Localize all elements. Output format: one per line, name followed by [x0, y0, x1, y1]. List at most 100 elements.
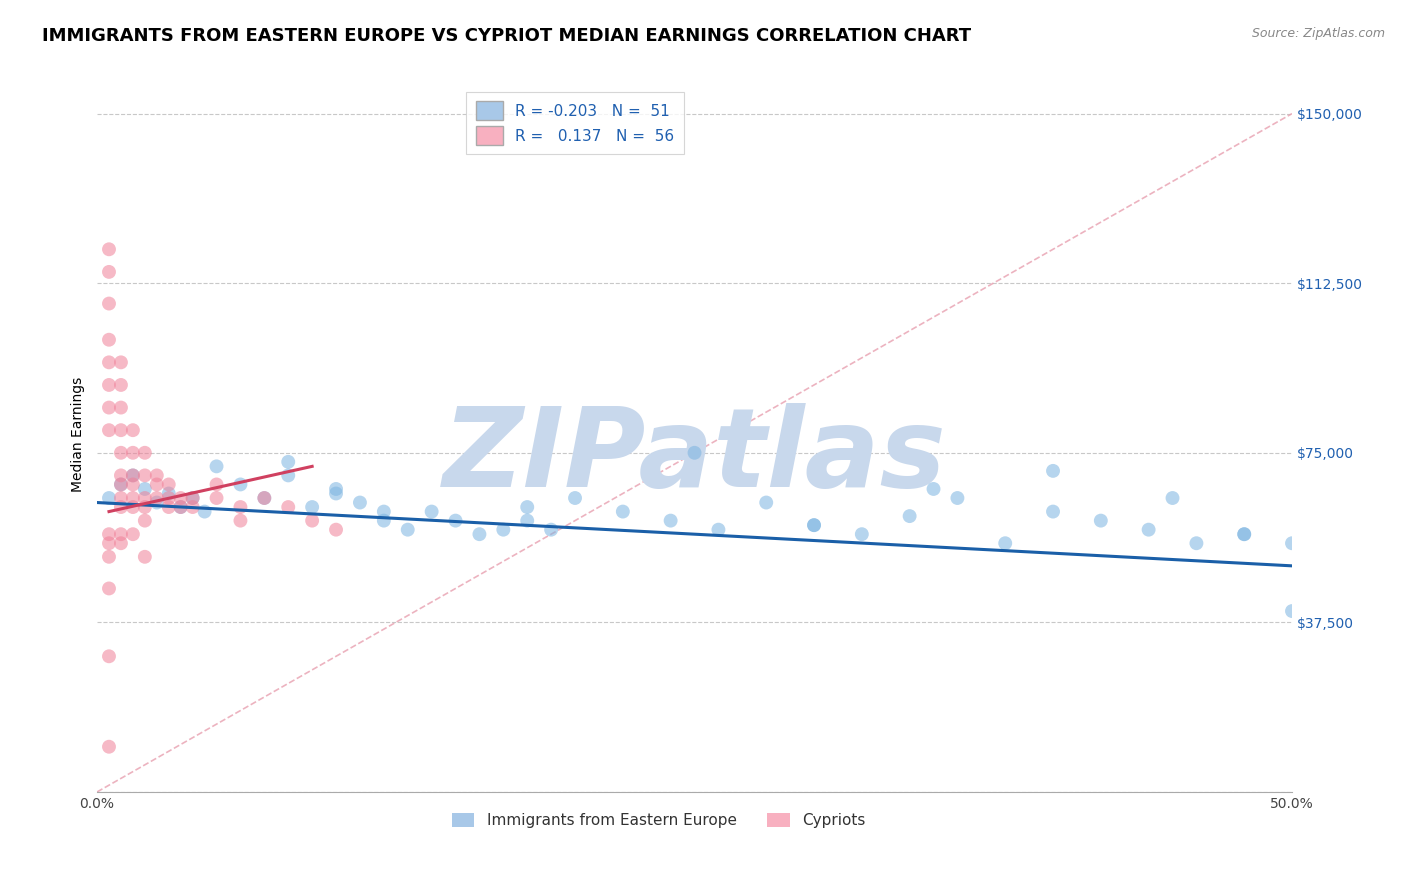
Point — [134, 491, 156, 505]
Point — [325, 523, 347, 537]
Point — [277, 500, 299, 514]
Point — [146, 495, 169, 509]
Point — [946, 491, 969, 505]
Point — [146, 468, 169, 483]
Point — [564, 491, 586, 505]
Point — [301, 500, 323, 514]
Point — [803, 518, 825, 533]
Point — [157, 500, 180, 514]
Point — [134, 549, 156, 564]
Point — [122, 500, 145, 514]
Point — [98, 536, 121, 550]
Point — [540, 523, 562, 537]
Point — [1042, 464, 1064, 478]
Point — [98, 549, 121, 564]
Point — [110, 477, 132, 491]
Point — [146, 491, 169, 505]
Point — [516, 500, 538, 514]
Point — [110, 446, 132, 460]
Point — [146, 477, 169, 491]
Point — [122, 423, 145, 437]
Point — [325, 486, 347, 500]
Point — [301, 514, 323, 528]
Point — [98, 649, 121, 664]
Point — [659, 514, 682, 528]
Point — [898, 509, 921, 524]
Point — [205, 477, 228, 491]
Point — [707, 523, 730, 537]
Text: IMMIGRANTS FROM EASTERN EUROPE VS CYPRIOT MEDIAN EARNINGS CORRELATION CHART: IMMIGRANTS FROM EASTERN EUROPE VS CYPRIO… — [42, 27, 972, 45]
Point — [110, 500, 132, 514]
Point — [253, 491, 276, 505]
Point — [1137, 523, 1160, 537]
Point — [134, 500, 156, 514]
Point — [98, 423, 121, 437]
Point — [98, 333, 121, 347]
Point — [612, 505, 634, 519]
Point — [253, 491, 276, 505]
Point — [134, 468, 156, 483]
Point — [229, 477, 252, 491]
Point — [122, 527, 145, 541]
Point — [755, 495, 778, 509]
Point — [134, 514, 156, 528]
Point — [922, 482, 945, 496]
Point — [851, 527, 873, 541]
Point — [444, 514, 467, 528]
Point — [229, 514, 252, 528]
Point — [181, 491, 204, 505]
Point — [98, 265, 121, 279]
Legend: Immigrants from Eastern Europe, Cypriots: Immigrants from Eastern Europe, Cypriots — [446, 807, 872, 834]
Text: Source: ZipAtlas.com: Source: ZipAtlas.com — [1251, 27, 1385, 40]
Point — [492, 523, 515, 537]
Point — [994, 536, 1017, 550]
Point — [420, 505, 443, 519]
Point — [122, 477, 145, 491]
Point — [134, 482, 156, 496]
Point — [110, 401, 132, 415]
Point — [110, 378, 132, 392]
Y-axis label: Median Earnings: Median Earnings — [72, 377, 86, 492]
Point — [181, 500, 204, 514]
Point — [122, 468, 145, 483]
Point — [157, 477, 180, 491]
Point — [349, 495, 371, 509]
Point — [229, 500, 252, 514]
Point — [110, 491, 132, 505]
Point — [181, 491, 204, 505]
Point — [373, 505, 395, 519]
Point — [194, 505, 217, 519]
Point — [1233, 527, 1256, 541]
Point — [396, 523, 419, 537]
Point — [1281, 604, 1303, 618]
Text: ZIPatlas: ZIPatlas — [443, 402, 946, 509]
Point — [98, 242, 121, 256]
Point — [1042, 505, 1064, 519]
Point — [1161, 491, 1184, 505]
Point — [170, 500, 193, 514]
Point — [110, 536, 132, 550]
Point — [122, 468, 145, 483]
Point — [110, 527, 132, 541]
Point — [98, 355, 121, 369]
Point — [803, 518, 825, 533]
Point — [134, 446, 156, 460]
Point — [110, 423, 132, 437]
Point — [98, 378, 121, 392]
Point — [122, 446, 145, 460]
Point — [157, 486, 180, 500]
Point — [205, 491, 228, 505]
Point — [1281, 536, 1303, 550]
Point — [516, 514, 538, 528]
Point — [157, 491, 180, 505]
Point — [468, 527, 491, 541]
Point — [277, 468, 299, 483]
Point — [1090, 514, 1112, 528]
Point — [98, 527, 121, 541]
Point — [98, 582, 121, 596]
Point — [683, 446, 706, 460]
Point — [122, 491, 145, 505]
Point — [98, 491, 121, 505]
Point — [170, 500, 193, 514]
Point — [110, 477, 132, 491]
